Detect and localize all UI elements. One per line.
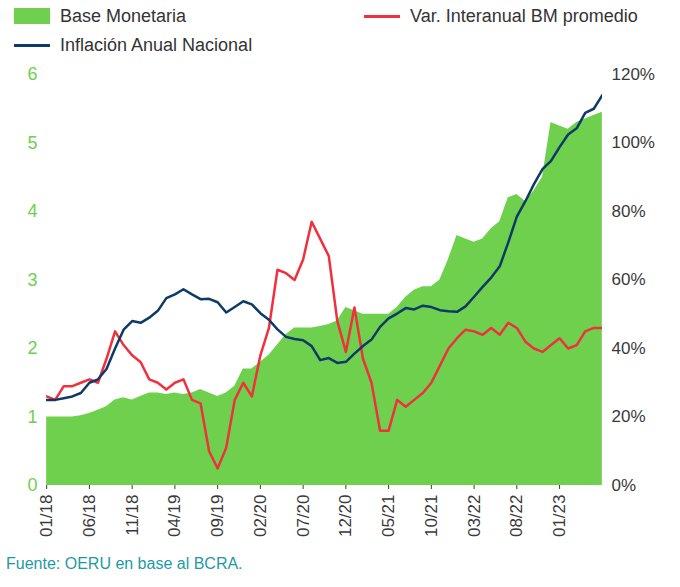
- svg-text:3: 3: [27, 270, 37, 290]
- svg-text:20%: 20%: [612, 407, 646, 426]
- html-text:Base Monetaria: Base Monetaria: [60, 5, 187, 26]
- svg-text:40%: 40%: [612, 339, 646, 358]
- svg-text:11/18: 11/18: [123, 495, 142, 536]
- svg-text:02/20: 02/20: [251, 495, 270, 538]
- svg-text:6: 6: [27, 64, 37, 84]
- svg-text:08/22: 08/22: [507, 495, 526, 538]
- svg-text:2: 2: [27, 338, 37, 358]
- svg-text:05/21: 05/21: [379, 495, 398, 538]
- svg-text:0%: 0%: [612, 476, 637, 495]
- svg-text:60%: 60%: [612, 270, 646, 289]
- svg-text:03/22: 03/22: [465, 495, 484, 538]
- svg-text:07/20: 07/20: [294, 495, 313, 538]
- html-text:Fuente: OERU en base al BCRA.: Fuente: OERU en base al BCRA.: [6, 555, 243, 572]
- svg-text:06/18: 06/18: [80, 495, 99, 538]
- svg-text:09/19: 09/19: [208, 495, 227, 538]
- svg-text:01/18: 01/18: [37, 495, 56, 538]
- html-text:Inflación Anual Nacional: Inflación Anual Nacional: [60, 34, 253, 55]
- svg-text:1: 1: [27, 407, 37, 427]
- svg-text:5: 5: [27, 133, 37, 153]
- svg-text:01/23: 01/23: [550, 495, 569, 538]
- svg-text:80%: 80%: [612, 202, 646, 221]
- svg-text:120%: 120%: [612, 65, 655, 84]
- svg-text:10/21: 10/21: [422, 495, 441, 538]
- svg-text:4: 4: [27, 201, 37, 221]
- svg-text:0: 0: [27, 475, 37, 495]
- svg-text:12/20: 12/20: [336, 495, 355, 538]
- svg-text:04/19: 04/19: [165, 495, 184, 538]
- html-text:Var. Interanual BM promedio: Var. Interanual BM promedio: [410, 5, 638, 26]
- svg-text:100%: 100%: [612, 133, 655, 152]
